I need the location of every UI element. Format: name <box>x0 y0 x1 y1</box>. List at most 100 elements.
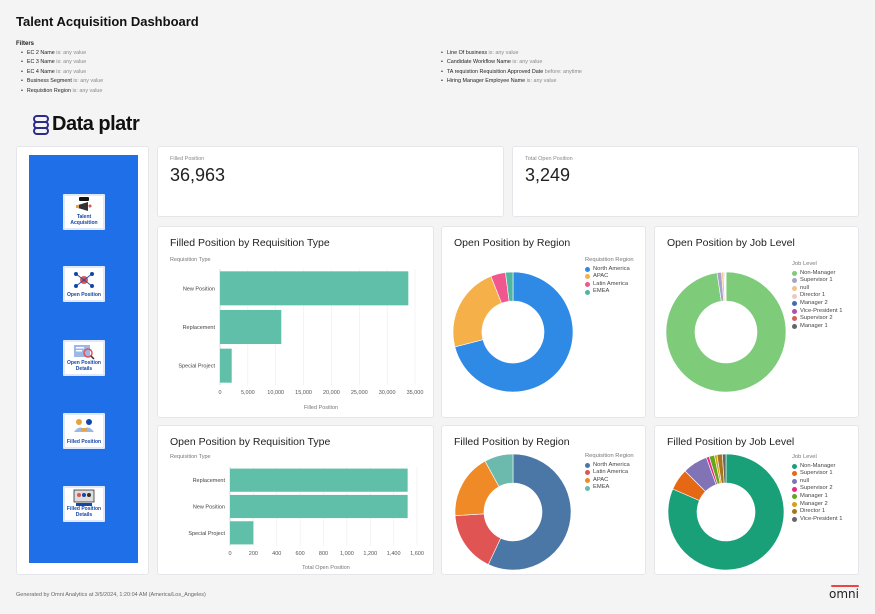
donut-open-by-region <box>452 271 574 393</box>
bar[interactable] <box>230 494 408 519</box>
legend-item[interactable]: Supervisor 2 <box>792 315 842 323</box>
filter-item[interactable]: EC 4 Name is: any value <box>21 68 103 77</box>
donut-slice[interactable] <box>454 271 574 393</box>
donut-slice[interactable] <box>484 453 514 487</box>
handshake-icon <box>74 419 94 433</box>
filter-item[interactable]: TA requistion Requisition Approved Date … <box>441 68 582 77</box>
legend-item[interactable]: Latin America <box>585 469 634 477</box>
y-category-label: Special Project <box>178 364 215 370</box>
legend-item[interactable]: North America <box>585 266 634 274</box>
legend: Job Level Non-Manager Supervisor 1 null … <box>792 454 843 524</box>
donut-slice[interactable] <box>487 453 572 570</box>
chart-card-filled-by-level: Filled Position by Job Level Job Level N… <box>654 425 859 575</box>
chart-card-open-by-region: Open Position by Region Requisition Regi… <box>441 226 646 418</box>
brand-logo: Data platr <box>33 113 140 136</box>
legend-item[interactable]: EMEA <box>585 484 634 492</box>
legend-item[interactable]: Supervisor 1 <box>792 277 842 285</box>
y-category-label: New Position <box>193 505 225 511</box>
bar[interactable] <box>230 468 408 492</box>
legend-item[interactable]: Director 1 <box>792 292 842 300</box>
y-category-label: Special Project <box>188 531 225 537</box>
bar[interactable] <box>230 521 254 545</box>
legend-item[interactable]: Manager 2 <box>792 501 842 509</box>
nav-talent-acquisition[interactable]: Talent Acquisition <box>63 194 105 230</box>
magnifier-document-icon <box>74 344 95 360</box>
x-tick-label: 10,000 <box>267 390 284 396</box>
nav-open-position-details[interactable]: Open Position Details <box>63 340 105 376</box>
filter-item[interactable]: Business Segment is: any value <box>21 77 103 86</box>
legend-item[interactable]: Vice-President 1 <box>792 308 842 316</box>
legend-item[interactable]: Manager 1 <box>792 323 842 331</box>
donut-slice[interactable] <box>667 453 785 570</box>
filters-list-left: EC 2 Name is: any value EC 3 Name is: an… <box>21 49 103 96</box>
legend-item[interactable]: APAC <box>585 273 634 281</box>
legend: Requisition Region North America Latin A… <box>585 453 634 492</box>
legend-item[interactable]: North America <box>585 462 634 470</box>
filter-item[interactable]: Hiring Manager Employee Name is: any val… <box>441 77 582 86</box>
nav-filled-position[interactable]: Filled Position <box>63 413 105 449</box>
filters-list-right: Line Of business is: any value Candidate… <box>441 49 582 87</box>
x-tick-label: 0 <box>228 551 231 557</box>
filter-item[interactable]: EC 3 Name is: any value <box>21 58 103 67</box>
legend-item[interactable]: Non-Manager <box>792 463 842 471</box>
data-platr-logo-icon <box>33 114 49 135</box>
legend-item[interactable]: Vice-President 1 <box>792 516 842 524</box>
omni-logo: omni <box>829 585 859 601</box>
x-tick-label: 1,000 <box>340 551 354 557</box>
logo-text: Data platr <box>52 113 140 135</box>
x-tick-label: 35,000 <box>407 390 424 396</box>
nav-filled-position-details[interactable]: Filled Position Details <box>63 486 105 522</box>
footer-text: Generated by Omni Analytics at 3/5/2024,… <box>16 592 206 598</box>
kpi-value: 3,249 <box>525 165 571 185</box>
legend-item[interactable]: Director 1 <box>792 508 842 516</box>
donut-slice[interactable] <box>505 271 514 302</box>
x-tick-label: 600 <box>296 551 305 557</box>
legend-item[interactable]: EMEA <box>585 288 634 296</box>
y-category-label: Replacement <box>193 478 226 484</box>
x-tick-label: 1,600 <box>410 551 424 557</box>
bar[interactable] <box>220 309 282 345</box>
nav-sidebar: Talent Acquisition Open Position Open Po… <box>29 155 138 563</box>
legend-item[interactable]: null <box>792 285 842 293</box>
chart-title: Filled Position by Job Level <box>667 436 795 448</box>
legend-item[interactable]: Supervisor 1 <box>792 470 842 478</box>
network-people-icon <box>74 272 94 289</box>
donut-filled-by-region <box>454 453 572 570</box>
x-axis-title: Filled Position <box>304 405 338 411</box>
filters-title: Filters <box>16 41 35 47</box>
legend: Job Level Non-Manager Supervisor 1 null … <box>792 261 843 331</box>
bar[interactable] <box>220 348 232 383</box>
filter-item[interactable]: Line Of business is: any value <box>441 49 582 58</box>
legend-item[interactable]: Manager 1 <box>792 493 842 501</box>
legend-item[interactable]: Non-Manager <box>792 270 842 278</box>
donut-slice[interactable] <box>722 453 727 484</box>
legend-item[interactable]: Latin America <box>585 281 634 289</box>
donut-open-by-level <box>665 271 787 393</box>
x-tick-label: 1,200 <box>363 551 377 557</box>
y-axis-title: Requisition Type <box>170 454 211 460</box>
donut-slice[interactable] <box>452 275 502 348</box>
filter-item[interactable]: Candidate Workflow Name is: any value <box>441 58 582 67</box>
y-category-label: New Position <box>183 286 215 292</box>
legend-item[interactable]: Manager 2 <box>792 300 842 308</box>
nav-panel: Talent Acquisition Open Position Open Po… <box>16 146 149 575</box>
legend-item[interactable]: Supervisor 2 <box>792 485 842 493</box>
filter-item[interactable]: EC 2 Name is: any value <box>21 49 103 58</box>
chart-title: Open Position by Requisition Type <box>170 436 331 448</box>
chart-card-open-by-level: Open Position by Job Level Job Level Non… <box>654 226 859 418</box>
legend-item[interactable]: null <box>792 478 842 486</box>
donut-slice[interactable] <box>665 271 787 393</box>
nav-open-position[interactable]: Open Position <box>63 266 105 302</box>
x-tick-label: 5,000 <box>241 390 255 396</box>
kpi-filled-position: Filled Position 36,963 <box>157 146 504 217</box>
filter-item[interactable]: Requistion Region is: any value <box>21 87 103 96</box>
chart-card-filled-by-region: Filled Position by Region Requisition Re… <box>441 425 646 575</box>
bar[interactable] <box>220 271 409 306</box>
x-tick-label: 800 <box>319 551 328 557</box>
legend-item[interactable]: APAC <box>585 477 634 485</box>
donut-filled-by-level <box>667 453 785 570</box>
y-category-label: Replacement <box>183 325 216 331</box>
x-tick-label: 1,400 <box>387 551 401 557</box>
legend: Requisition Region North America APAC La… <box>585 257 634 296</box>
